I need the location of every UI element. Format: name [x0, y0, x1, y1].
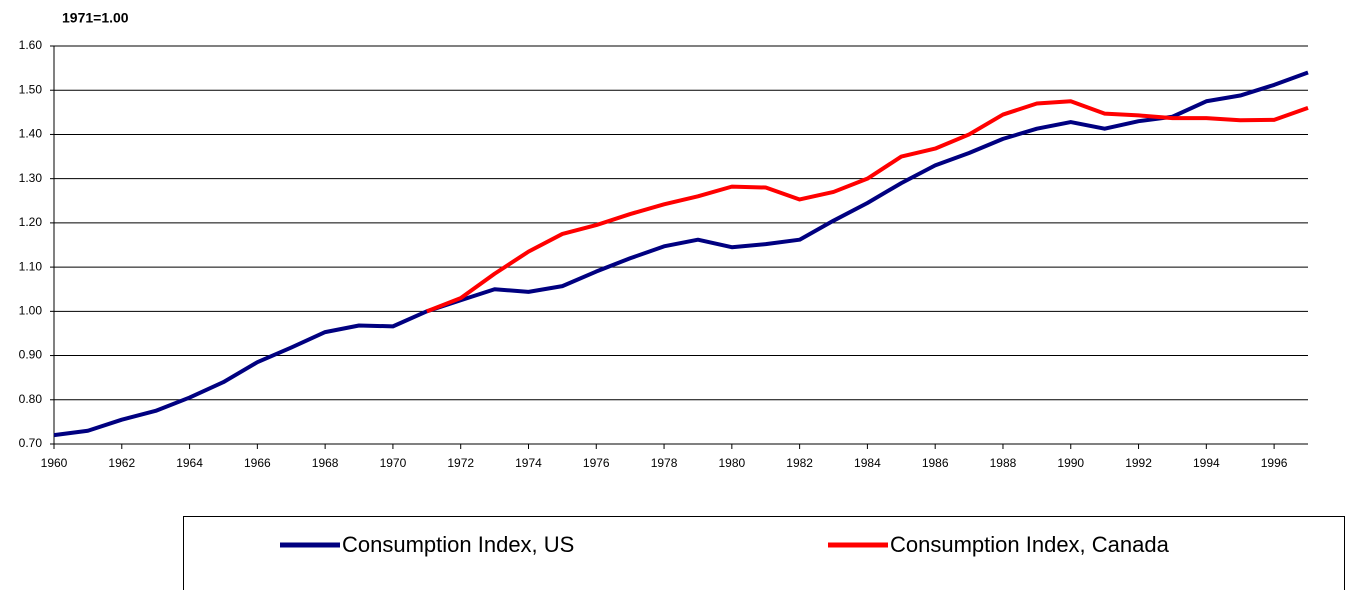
x-tick-label: 1974: [515, 456, 542, 470]
y-tick-label: 1.00: [19, 304, 43, 318]
x-tick-label: 1970: [380, 456, 407, 470]
y-tick-label: 1.60: [19, 38, 43, 52]
y-tick-label: 0.70: [19, 436, 43, 450]
y-tick-label: 1.20: [19, 215, 43, 229]
x-tick-label: 1966: [244, 456, 271, 470]
x-tick-label: 1978: [651, 456, 678, 470]
x-tick-label: 1988: [990, 456, 1017, 470]
y-tick-label: 1.30: [19, 171, 43, 185]
x-tick-label: 1992: [1125, 456, 1152, 470]
x-tick-label: 1984: [854, 456, 881, 470]
x-tick-label: 1980: [718, 456, 745, 470]
series-line: [53, 70, 1309, 438]
y-tick-label: 0.80: [19, 392, 43, 406]
series-line: [426, 99, 1309, 314]
y-axis-label: 1971=1.00: [62, 10, 129, 26]
x-tick-label: 1962: [108, 456, 135, 470]
x-tick-label: 1976: [583, 456, 610, 470]
legend-label: Consumption Index, Canada: [890, 532, 1170, 557]
x-tick-label: 1996: [1261, 456, 1288, 470]
x-tick-label: 1968: [312, 456, 339, 470]
y-tick-label: 1.50: [19, 82, 43, 96]
legend-label: Consumption Index, US: [342, 532, 574, 557]
x-tick-label: 1994: [1193, 456, 1220, 470]
x-tick-label: 1986: [922, 456, 949, 470]
y-tick-label: 0.90: [19, 348, 43, 362]
legend-box: [183, 516, 1345, 590]
x-tick-label: 1982: [786, 456, 813, 470]
x-tick-label: 1972: [447, 456, 474, 470]
x-tick-label: 1964: [176, 456, 203, 470]
y-tick-label: 1.10: [19, 259, 43, 273]
y-tick-label: 1.40: [19, 127, 43, 141]
x-tick-label: 1960: [41, 456, 68, 470]
x-tick-label: 1990: [1057, 456, 1084, 470]
